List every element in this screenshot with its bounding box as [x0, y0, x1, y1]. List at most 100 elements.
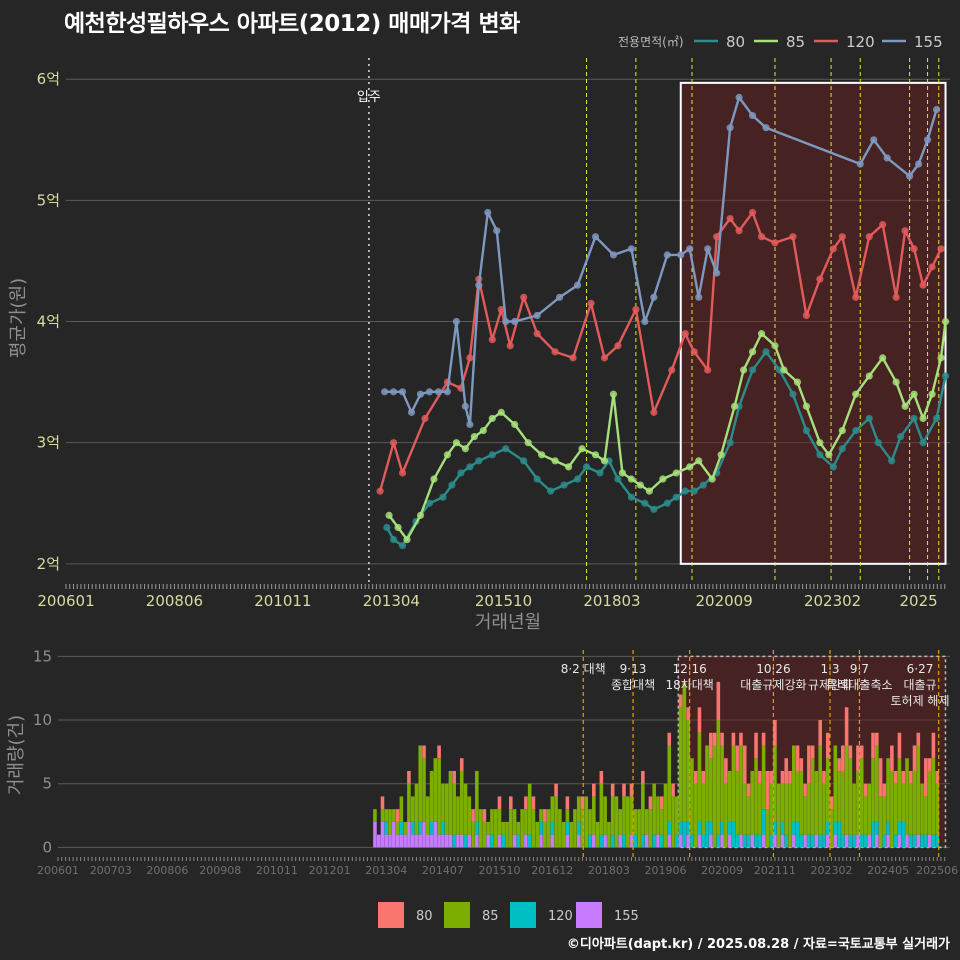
bar-80	[875, 732, 879, 746]
bar-y-tick-label: 15	[33, 647, 52, 665]
data-point-80	[488, 451, 496, 459]
x-tick-label: 201510	[475, 592, 532, 610]
data-point-85	[816, 439, 824, 447]
data-point-155	[695, 293, 703, 301]
bar-80	[822, 770, 826, 784]
policy-label: 18차대책	[665, 677, 713, 692]
data-point-155	[475, 281, 483, 289]
data-point-85	[708, 475, 716, 483]
bar-120	[686, 821, 690, 835]
bar-80	[810, 745, 815, 759]
bar-legend-label-85: 85	[482, 909, 499, 924]
bar-85	[565, 809, 570, 822]
data-point-120	[928, 263, 936, 271]
bar-155	[395, 834, 400, 848]
data-point-155	[856, 160, 864, 168]
data-point-120	[852, 293, 860, 301]
bar-85	[697, 732, 702, 822]
bar-85	[675, 796, 679, 835]
data-point-80	[897, 433, 905, 441]
bar-85	[501, 821, 506, 835]
data-point-120	[901, 227, 909, 235]
bar-155	[456, 834, 460, 848]
bar-80	[912, 745, 917, 771]
bar-120	[633, 834, 638, 848]
data-point-80	[650, 505, 658, 513]
data-point-85	[919, 414, 927, 423]
bar-155	[708, 834, 713, 848]
data-point-155	[461, 402, 469, 410]
bar-80	[848, 745, 853, 759]
bar-85	[580, 809, 585, 848]
bar-155	[825, 834, 830, 848]
bar-85	[799, 770, 804, 835]
data-point-120	[398, 469, 407, 477]
bar-85	[486, 821, 490, 835]
bar-85	[588, 809, 592, 835]
bar-80	[837, 758, 841, 771]
bar-80	[565, 796, 570, 810]
bar-85	[414, 783, 419, 835]
bar-155	[844, 834, 849, 848]
data-point-120	[488, 336, 496, 344]
data-point-80	[838, 445, 846, 453]
bar-85	[648, 809, 653, 848]
bar-85	[935, 783, 939, 835]
bar-85	[373, 809, 377, 822]
data-point-80	[690, 487, 698, 495]
bar-120	[588, 834, 592, 848]
bar-155	[803, 834, 807, 848]
bar-85	[844, 745, 849, 835]
data-point-120	[892, 293, 900, 301]
data-point-85	[591, 451, 600, 459]
bar-80	[829, 796, 834, 810]
bar-155	[388, 834, 392, 848]
bar-155	[425, 834, 430, 848]
bar-85	[761, 745, 766, 810]
data-point-85	[479, 426, 487, 435]
bar-80	[863, 783, 868, 797]
data-point-80	[533, 475, 541, 483]
bar-85	[931, 758, 936, 835]
bar-120	[720, 821, 724, 835]
bar-155	[678, 834, 683, 848]
bar-x-tick-label: 202302	[811, 864, 853, 877]
policy-label: 토허제 해제	[890, 694, 949, 708]
bar-85	[682, 681, 687, 822]
data-point-85	[497, 408, 505, 416]
data-point-85	[578, 445, 586, 453]
bar-155	[459, 834, 464, 848]
bar-85	[599, 783, 604, 835]
policy-label: 6·27	[907, 662, 934, 676]
data-point-80	[941, 372, 950, 380]
data-point-155	[906, 172, 914, 180]
bar-85	[603, 796, 607, 835]
bar-155	[667, 834, 672, 848]
bar-155	[448, 834, 453, 848]
bar-120	[875, 821, 879, 835]
data-point-85	[739, 366, 748, 374]
legend-label-120: 120	[846, 33, 875, 51]
data-point-80	[874, 439, 882, 447]
bar-85	[433, 758, 438, 822]
bar-80	[788, 770, 792, 784]
bar-120	[818, 834, 822, 848]
bar-y-tick-label: 5	[42, 775, 52, 793]
data-point-85	[627, 475, 636, 483]
data-point-120	[726, 214, 734, 223]
bar-120	[791, 821, 796, 835]
bar-85	[407, 783, 411, 822]
bar-120	[452, 834, 456, 848]
bar-80	[580, 796, 585, 810]
bar-155	[550, 834, 555, 848]
bar-120	[758, 834, 762, 848]
data-point-80	[439, 493, 447, 501]
bar-80	[859, 745, 864, 759]
bar-85	[425, 796, 430, 835]
bar-85	[535, 821, 539, 848]
bar-120	[576, 821, 581, 835]
data-point-80	[614, 475, 622, 483]
data-point-155	[641, 317, 649, 326]
bar-80	[746, 783, 751, 797]
bar-80	[422, 745, 426, 759]
